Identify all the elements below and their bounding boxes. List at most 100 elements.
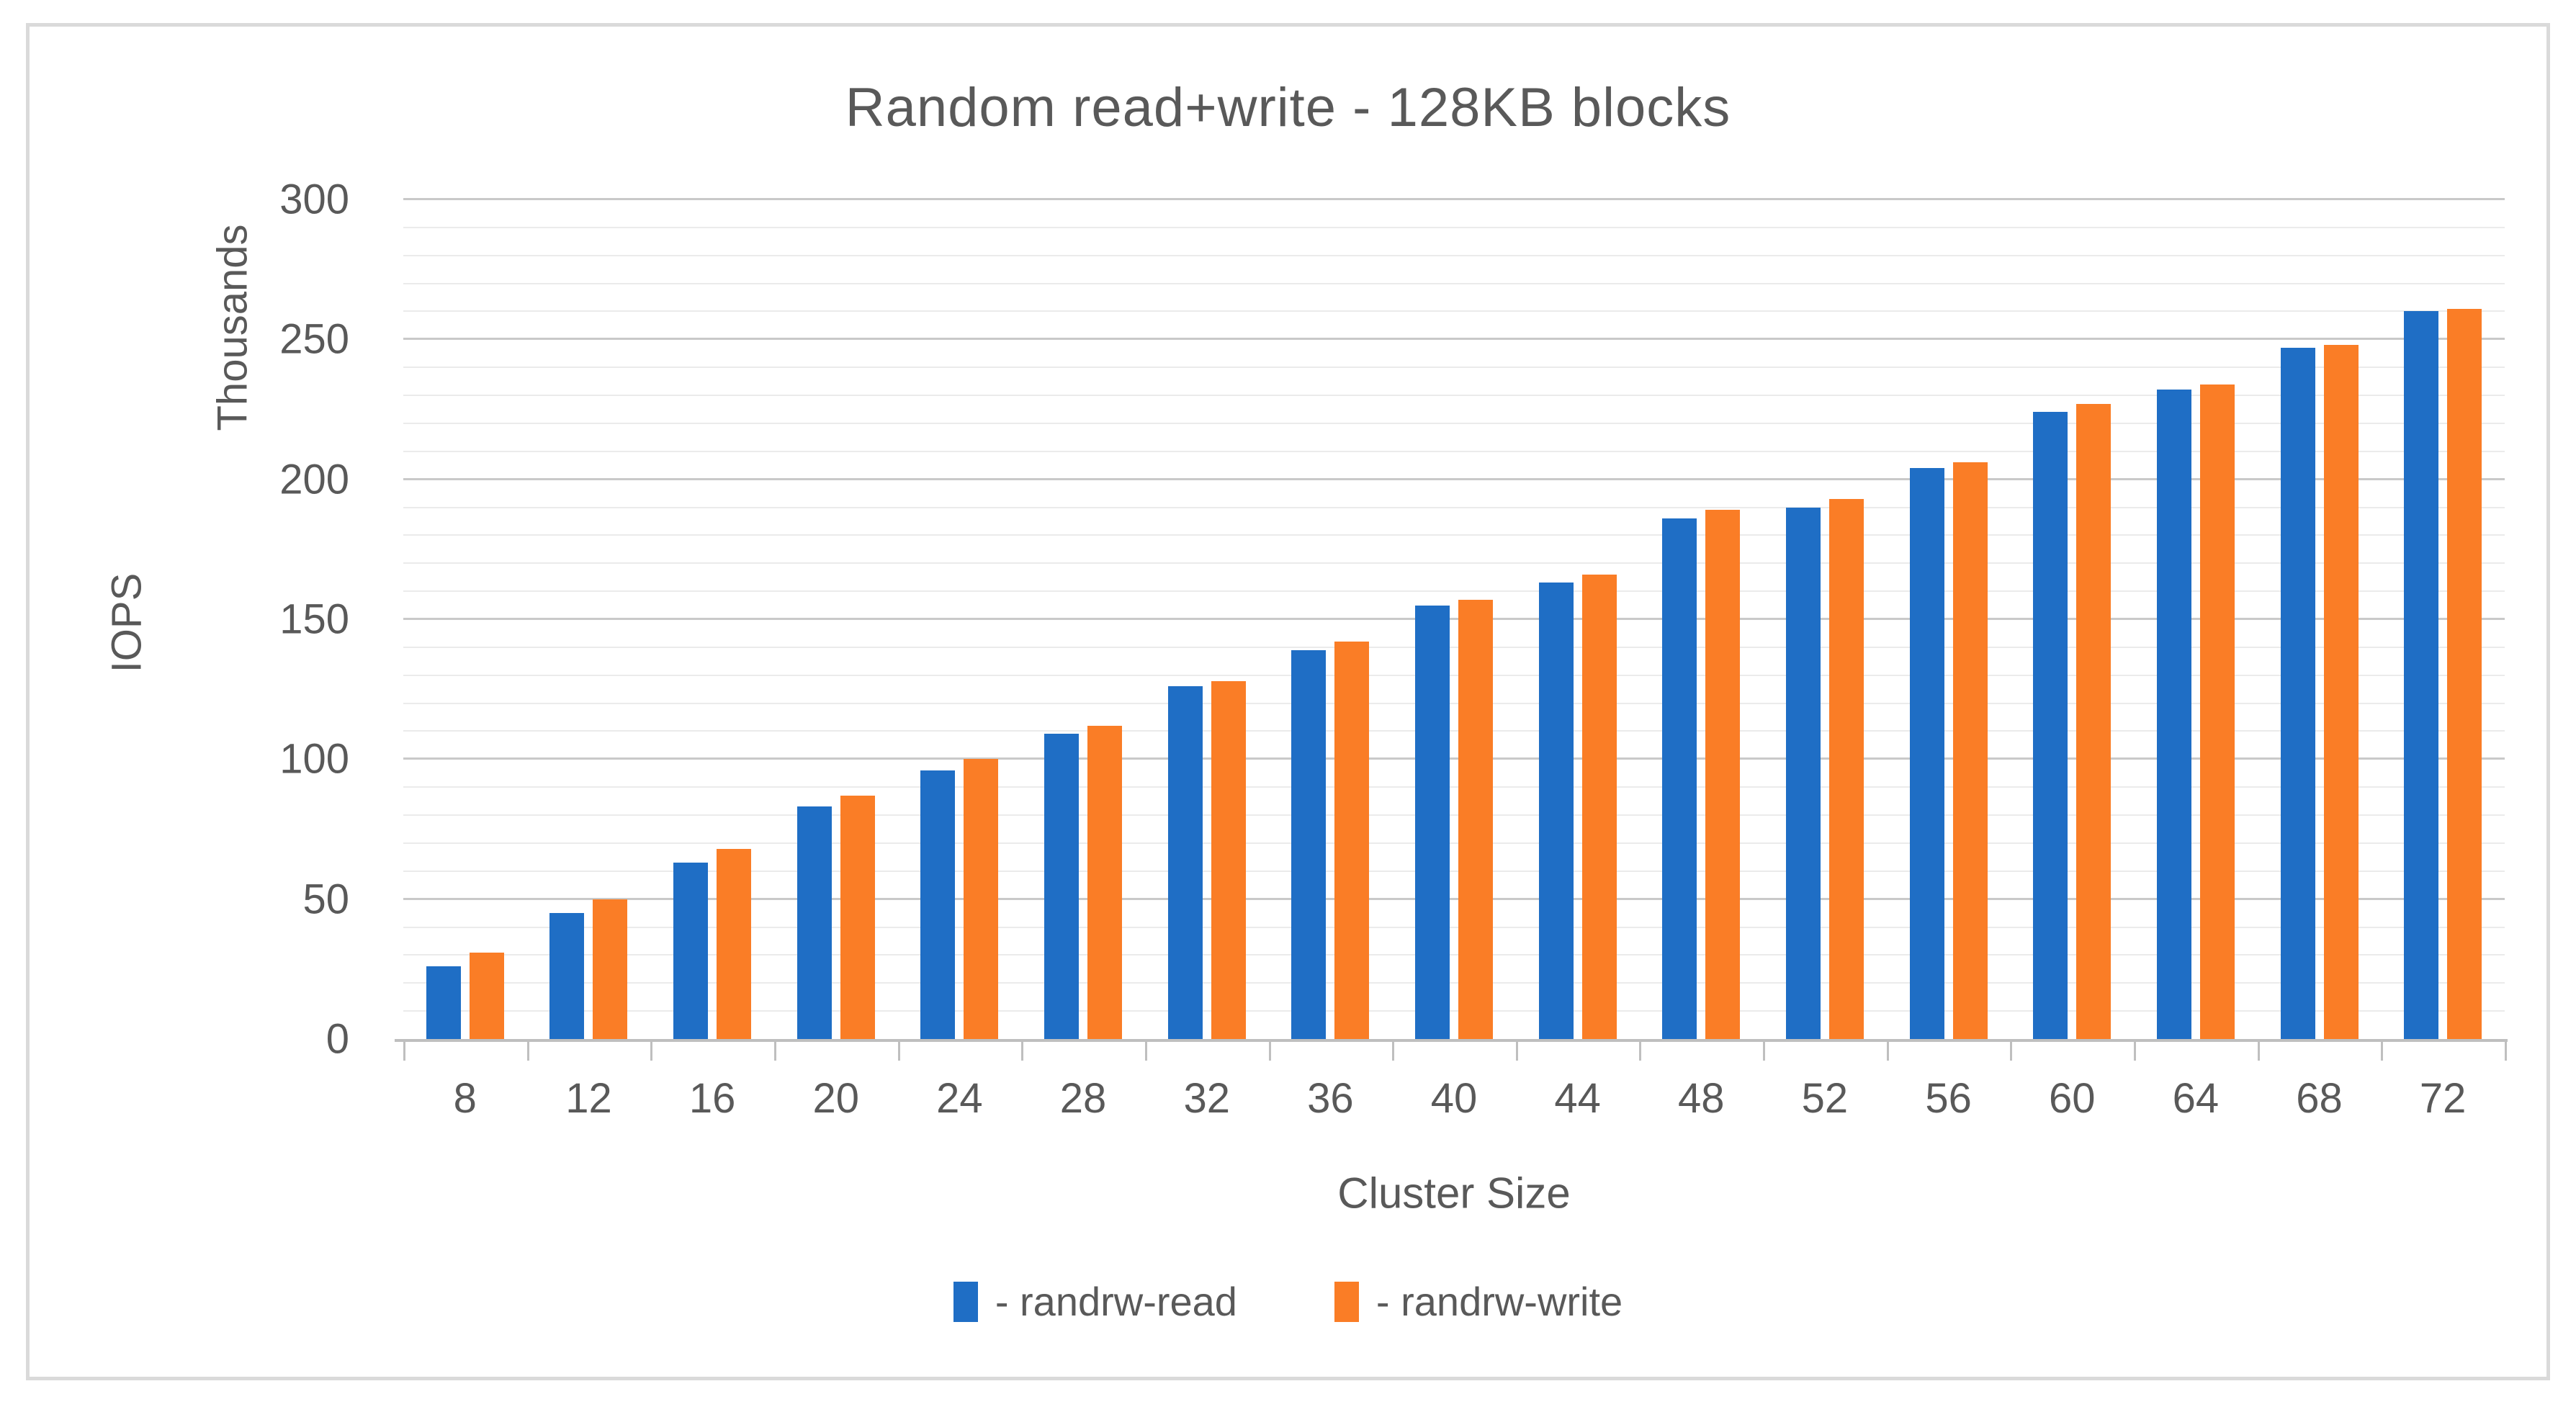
x-axis-tickmark bbox=[1392, 1042, 1395, 1061]
bar-randrw-write-40 bbox=[1458, 599, 1493, 1039]
y-tick-label-300: 300 bbox=[279, 176, 349, 223]
gridline-30 bbox=[403, 954, 2505, 956]
y-tick-label-0: 0 bbox=[326, 1015, 349, 1063]
gridline-140 bbox=[403, 646, 2505, 648]
gridline-130 bbox=[403, 674, 2505, 676]
x-axis-tickmark bbox=[526, 1042, 529, 1061]
bar-randrw-write-52 bbox=[1828, 498, 1864, 1039]
bar-randrw-write-44 bbox=[1581, 574, 1617, 1039]
gridline-80 bbox=[403, 814, 2505, 817]
gridline-90 bbox=[403, 786, 2505, 788]
bar-randrw-read-52 bbox=[1785, 507, 1821, 1039]
bar-randrw-read-20 bbox=[796, 806, 832, 1039]
x-axis-tickmark bbox=[1763, 1042, 1766, 1061]
gridline-50 bbox=[403, 897, 2505, 900]
legend-label: - randrw-read bbox=[995, 1279, 1237, 1324]
x-tick-label-60: 60 bbox=[2048, 1075, 2096, 1122]
x-axis-tickmark bbox=[2257, 1042, 2260, 1061]
y-tick-label-200: 200 bbox=[279, 456, 349, 503]
bar-randrw-write-72 bbox=[2447, 308, 2482, 1039]
gridline-300 bbox=[403, 198, 2505, 200]
gridline-10 bbox=[403, 1010, 2505, 1012]
bar-randrw-read-48 bbox=[1662, 518, 1697, 1039]
legend-item: - randrw-write bbox=[1334, 1278, 1623, 1325]
gridline-270 bbox=[403, 282, 2505, 284]
x-axis-tickmark bbox=[650, 1042, 653, 1061]
legend: - randrw-read - randrw-write bbox=[0, 1278, 2576, 1325]
x-tick-label-68: 68 bbox=[2296, 1075, 2343, 1122]
bar-randrw-write-36 bbox=[1334, 642, 1370, 1039]
x-axis-tickmark bbox=[1639, 1042, 1642, 1061]
gridline-240 bbox=[403, 367, 2505, 369]
x-tick-label-48: 48 bbox=[1678, 1075, 1725, 1122]
x-axis-tickmark bbox=[1144, 1042, 1147, 1061]
x-tick-label-56: 56 bbox=[1925, 1075, 1972, 1122]
y-tick-label-100: 100 bbox=[279, 735, 349, 783]
gridline-160 bbox=[403, 590, 2505, 593]
gridline-250 bbox=[403, 338, 2505, 341]
legend-swatch-icon bbox=[953, 1281, 978, 1322]
legend-swatch-icon bbox=[1334, 1281, 1359, 1322]
canvas-border bbox=[26, 23, 2550, 1380]
bar-randrw-write-12 bbox=[593, 899, 628, 1039]
gridline-180 bbox=[403, 534, 2505, 536]
gridline-60 bbox=[403, 870, 2505, 872]
x-axis-tickmark bbox=[773, 1042, 776, 1061]
bar-randrw-read-40 bbox=[1415, 605, 1450, 1039]
x-tick-label-8: 8 bbox=[453, 1075, 477, 1122]
gridline-210 bbox=[403, 450, 2505, 452]
gridline-170 bbox=[403, 562, 2505, 565]
gridline-260 bbox=[403, 310, 2505, 312]
x-axis-tickmark bbox=[2505, 1042, 2507, 1061]
gridline-20 bbox=[403, 982, 2505, 984]
gridline-200 bbox=[403, 477, 2505, 480]
x-axis-tickmark bbox=[1886, 1042, 1889, 1061]
bar-randrw-write-48 bbox=[1705, 510, 1741, 1039]
bar-randrw-write-8 bbox=[469, 952, 504, 1039]
x-axis-tickmark bbox=[1515, 1042, 1518, 1061]
bar-randrw-write-24 bbox=[964, 759, 999, 1039]
bar-randrw-write-56 bbox=[1952, 462, 1988, 1039]
gridline-40 bbox=[403, 926, 2505, 928]
gridline-220 bbox=[403, 422, 2505, 424]
y-axis-title: IOPS bbox=[103, 572, 151, 673]
x-tick-label-52: 52 bbox=[1801, 1075, 1849, 1122]
x-axis-tickmark bbox=[1021, 1042, 1024, 1061]
x-axis-tickmark bbox=[897, 1042, 900, 1061]
x-tick-label-44: 44 bbox=[1554, 1075, 1601, 1122]
x-tick-label-24: 24 bbox=[936, 1075, 983, 1122]
x-tick-label-72: 72 bbox=[2419, 1075, 2467, 1122]
y-tick-label-250: 250 bbox=[279, 315, 349, 363]
bar-randrw-read-24 bbox=[920, 770, 956, 1039]
bar-randrw-write-32 bbox=[1211, 680, 1246, 1039]
gridline-190 bbox=[403, 506, 2505, 508]
gridline-100 bbox=[403, 757, 2505, 760]
gridline-70 bbox=[403, 842, 2505, 844]
x-tick-label-64: 64 bbox=[2172, 1075, 2220, 1122]
x-tick-label-36: 36 bbox=[1307, 1075, 1354, 1122]
x-tick-label-20: 20 bbox=[812, 1075, 860, 1122]
bar-randrw-write-16 bbox=[717, 848, 752, 1039]
x-tick-label-32: 32 bbox=[1183, 1075, 1230, 1122]
gridline-280 bbox=[403, 254, 2505, 256]
x-axis-tickmark bbox=[2134, 1042, 2137, 1061]
bar-randrw-read-44 bbox=[1538, 583, 1574, 1039]
bar-randrw-write-60 bbox=[2076, 403, 2111, 1039]
x-tick-label-12: 12 bbox=[565, 1075, 612, 1122]
bar-randrw-read-72 bbox=[2404, 311, 2439, 1039]
bar-randrw-read-68 bbox=[2280, 348, 2315, 1039]
bar-randrw-read-8 bbox=[426, 966, 461, 1039]
gridline-290 bbox=[403, 226, 2505, 228]
x-axis-line bbox=[395, 1039, 2508, 1042]
bar-randrw-read-64 bbox=[2156, 390, 2191, 1039]
x-axis-tickmark bbox=[2010, 1042, 2013, 1061]
bar-randrw-write-28 bbox=[1087, 725, 1123, 1039]
x-tick-label-16: 16 bbox=[688, 1075, 736, 1122]
gridline-150 bbox=[403, 618, 2505, 620]
x-axis-title: Cluster Size bbox=[1337, 1169, 1571, 1218]
legend-item: - randrw-read bbox=[953, 1278, 1237, 1325]
legend-label: - randrw-write bbox=[1375, 1279, 1623, 1324]
bar-randrw-write-68 bbox=[2323, 345, 2359, 1039]
y-tick-label-50: 50 bbox=[302, 876, 349, 923]
